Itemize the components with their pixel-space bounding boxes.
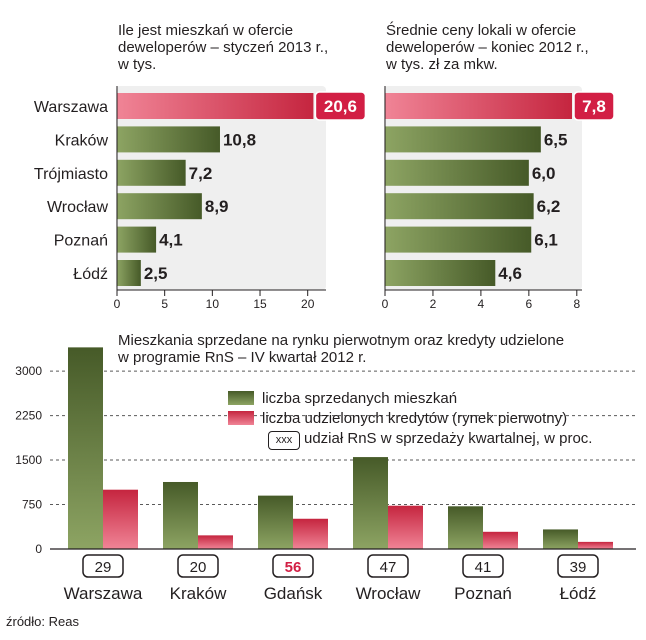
legend-share-label: udział RnS w sprzedaży kwartalnej, w pro… [304, 430, 593, 447]
sold-apartments-bar [353, 457, 388, 549]
category-label: Kraków [55, 132, 109, 149]
chart1-bar [117, 126, 220, 153]
chart2-bar [385, 159, 529, 186]
sold-apartments-bar [258, 495, 293, 549]
chart2-value-label: 6,5 [544, 130, 568, 149]
chart1-value-label: 2,5 [144, 264, 168, 283]
legend-credits-swatch [228, 411, 254, 425]
chart3-title: Mieszkania sprzedane na rynku pierwotnym… [118, 332, 638, 366]
chart2-x-tick-label: 6 [526, 297, 533, 311]
chart2-x-tick-label: 0 [382, 297, 389, 311]
chart3-y-tick-label: 1500 [15, 453, 42, 467]
category-label: Trójmiasto [34, 166, 108, 183]
chart2-bar [385, 260, 496, 286]
credits-bar [578, 541, 613, 549]
chart1-bar [117, 93, 314, 119]
rns-share-label: 39 [570, 559, 587, 576]
chart2-value-label: 6,1 [534, 231, 558, 250]
chart3-title-line: Mieszkania sprzedane na rynku pierwotnym… [118, 332, 565, 349]
credits-bar [483, 531, 518, 549]
category-label: Warszawa [64, 584, 143, 603]
legend-series-1-label: liczba sprzedanych mieszkań [262, 390, 458, 407]
category-label: Łódź [560, 584, 597, 603]
chart2-bar [385, 126, 541, 153]
chart1-title-line: deweloperów – styczeń 2013 r., [118, 39, 329, 56]
chart1-title-line: Ile jest mieszkań w ofercie [118, 22, 294, 39]
legend-share-box: xxx [268, 431, 300, 450]
rns-share-label: 41 [475, 559, 492, 576]
chart2-x-tick-label: 2 [430, 297, 437, 311]
chart2-title: Średnie ceny lokali w ofercie deweloperó… [386, 22, 641, 73]
chart3-y-tick-label: 3000 [15, 364, 42, 378]
sold-apartments-bar [448, 506, 483, 549]
chart2-value-badge [573, 91, 615, 121]
credits-bar [198, 535, 233, 549]
chart1-x-tick-label: 5 [161, 297, 168, 311]
rns-share-label: 56 [285, 559, 302, 576]
chart1-value-badge [314, 91, 367, 121]
category-label: Kraków [170, 584, 227, 603]
chart1-bar [117, 226, 157, 253]
source-note: źródło: Reas [6, 614, 79, 629]
chart2-value-label: 6,2 [537, 197, 561, 216]
legend-sold-apartments-swatch [228, 391, 254, 405]
rns-share-box [462, 554, 504, 578]
chart2-x-tick-label: 8 [573, 297, 580, 311]
credits-bar [388, 505, 423, 549]
chart2-bar [385, 93, 573, 119]
chart2-x-tick-label: 4 [478, 297, 485, 311]
rns-share-box [367, 554, 409, 578]
chart1-title: Ile jest mieszkań w ofercie deweloperów … [118, 22, 368, 73]
category-label: Wrocław [47, 199, 108, 216]
chart1-value-label: 10,8 [223, 130, 256, 149]
chart1-bar [117, 260, 141, 286]
chart1-x-tick-label: 20 [301, 297, 315, 311]
category-label: Poznań [54, 233, 108, 250]
chart3-y-tick-label: 750 [22, 498, 42, 512]
category-label: Wrocław [356, 584, 422, 603]
sold-apartments-bar [68, 347, 103, 549]
rns-share-label: 47 [380, 559, 397, 576]
chart2-bar [385, 226, 532, 253]
chart2-title-line: Średnie ceny lokali w ofercie [386, 22, 577, 39]
chart2-title-line: deweloperów – koniec 2012 r., [386, 39, 589, 56]
chart3-title-line: w programie RnS – IV kwartał 2012 r. [118, 349, 367, 366]
credits-bar [293, 518, 328, 549]
chart2-value-label: 7,8 [582, 97, 606, 116]
credits-bar [103, 489, 138, 549]
chart1-x-tick-label: 10 [206, 297, 220, 311]
category-label: Poznań [454, 584, 512, 603]
rns-share-box [557, 554, 599, 578]
chart3-y-tick-label: 0 [35, 542, 42, 556]
sold-apartments-bar [543, 529, 578, 549]
chart1-bar [117, 193, 202, 220]
chart1-x-tick-label: 15 [253, 297, 267, 311]
category-label: Łódź [73, 266, 108, 283]
chart2-title-line: w tys. zł za mkw. [386, 56, 498, 73]
chart1-value-label: 8,9 [205, 197, 229, 216]
legend-series-2-label: liczba udzielonych kredytów (rynek pierw… [262, 410, 568, 427]
chart1-value-label: 7,2 [189, 164, 213, 183]
sold-apartments-bar [163, 481, 198, 549]
chart3-y-tick-label: 2250 [15, 409, 42, 423]
rns-share-box [177, 554, 219, 578]
rns-share-box [82, 554, 124, 578]
chart1-bar [117, 159, 186, 186]
category-label: Gdańsk [264, 584, 323, 603]
rns-share-box [272, 554, 314, 578]
chart2-value-label: 6,0 [532, 164, 556, 183]
rns-share-label: 29 [95, 559, 112, 576]
category-label: Warszawa [34, 99, 108, 116]
chart2-value-label: 4,6 [498, 264, 522, 283]
chart1-title-line: w tys. [118, 56, 157, 73]
rns-share-label: 20 [190, 559, 207, 576]
chart2-bar [385, 193, 534, 220]
chart1-x-tick-label: 0 [114, 297, 121, 311]
chart1-value-label: 20,6 [324, 97, 357, 116]
chart1-value-label: 4,1 [159, 231, 183, 250]
